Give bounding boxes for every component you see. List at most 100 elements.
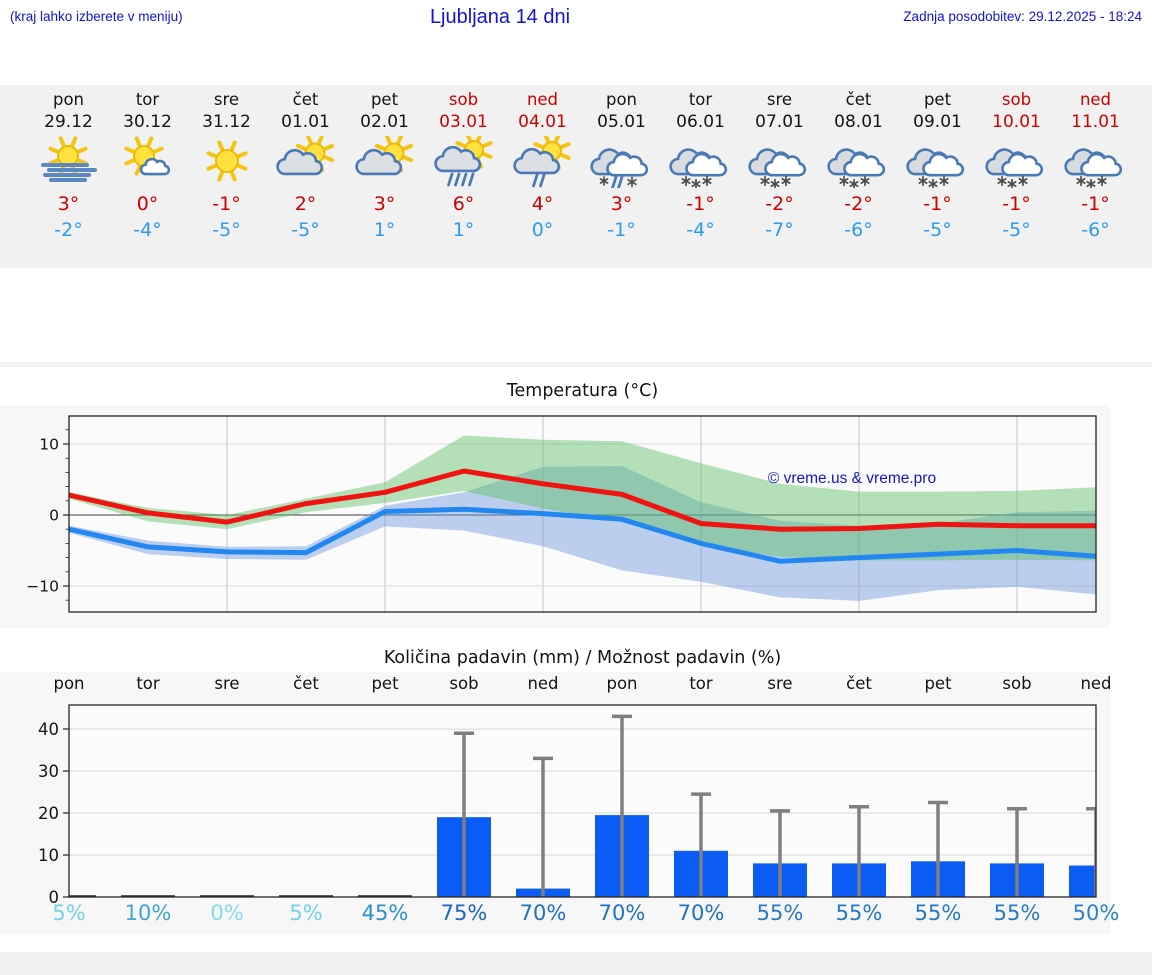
snow-icon — [668, 148, 727, 188]
day-name: tor — [135, 90, 160, 109]
precip-probability-label: 55% — [756, 901, 804, 925]
day-name: čet — [292, 90, 319, 109]
precip-probability-label: 50% — [1072, 901, 1120, 925]
precipitation-plot: 0 10 20 30 40 — [38, 704, 1097, 907]
day-date: 02.01 — [360, 112, 409, 132]
temperature-chart: −10 0 10 © vreme.us & vreme.pro — [0, 405, 1110, 628]
day-high-temp: -1° — [1002, 193, 1031, 215]
day-high-temp: 3° — [610, 193, 633, 215]
min-temp-line — [69, 506, 1096, 564]
temperature-plot: −10 0 10 © vreme.us & vreme.pro — [26, 415, 1097, 613]
day-low-temp: -5° — [1002, 219, 1031, 241]
sun-light-rain-icon — [512, 136, 571, 188]
forecast-day-column: sob 03.01 6° 1° — [424, 85, 503, 268]
precip-day-label: sob — [1002, 674, 1032, 693]
precipitation-chart: 0 10 20 30 40 — [0, 672, 1110, 934]
precip-probability-label: 55% — [835, 901, 883, 925]
day-name: čet — [845, 90, 872, 109]
precip-day-label: pon — [53, 674, 85, 693]
last-update-text: Zadnja posodobitev: 29.12.2025 - 18:24 — [903, 9, 1142, 24]
day-date: 03.01 — [439, 112, 488, 132]
day-low-temp: -6° — [1081, 219, 1110, 241]
day-low-temp: -5° — [212, 219, 241, 241]
snow-icon — [1063, 148, 1122, 188]
day-low-temp: -4° — [133, 219, 162, 241]
forecast-strip: pon 29.12 3° -2° tor 30.12 0° -4° sre 31.12 -1° -5°… — [29, 85, 1135, 268]
precip-ytick-label: 10 — [38, 846, 59, 865]
precip-probability-label: 70% — [519, 901, 567, 925]
day-low-temp: -2° — [54, 219, 83, 241]
day-low-temp: -6° — [844, 219, 873, 241]
temp-ytick-label: −10 — [26, 578, 59, 596]
day-name: pet — [370, 90, 399, 109]
sleet-icon — [589, 148, 648, 188]
day-low-temp: -7° — [765, 219, 794, 241]
day-date: 11.01 — [1071, 112, 1120, 132]
precip-day-label: čet — [846, 674, 872, 693]
precip-day-label: sre — [214, 674, 240, 693]
day-high-temp: 3° — [373, 193, 396, 215]
day-date: 29.12 — [44, 112, 93, 132]
day-name: ned — [526, 90, 559, 109]
snow-icon — [826, 148, 885, 188]
precipitation-chart-title: Količina padavin (mm) / Možnost padavin … — [383, 648, 782, 668]
section-divider — [0, 362, 1152, 367]
cloud-sun-icon — [275, 136, 334, 176]
forecast-day-column: sob 10.01 -1° -5° — [977, 85, 1056, 268]
precip-ytick-label: 0 — [49, 888, 60, 907]
sun-rain-icon — [433, 136, 493, 187]
day-name: pon — [52, 90, 85, 109]
day-name: tor — [688, 90, 713, 109]
day-date: 01.01 — [281, 112, 330, 132]
precip-ytick-label: 40 — [38, 720, 59, 739]
day-low-temp: -5° — [291, 219, 320, 241]
precip-day-label: sre — [767, 674, 793, 693]
precip-probability-label: 70% — [598, 901, 646, 925]
forecast-day-column: čet 01.01 2° -5° — [266, 85, 345, 268]
day-date: 08.01 — [834, 112, 883, 132]
forecast-day-column: sre 31.12 -1° -5° — [187, 85, 266, 268]
day-high-temp: -1° — [686, 193, 715, 215]
day-date: 31.12 — [202, 112, 251, 132]
day-low-temp: -5° — [923, 219, 952, 241]
temperature-chart-title: Temperatura (°C) — [506, 381, 659, 401]
precip-day-label: ned — [527, 674, 559, 693]
bar-baseline — [121, 895, 175, 897]
min-temp-range-band — [69, 466, 1096, 601]
day-low-temp: 1° — [373, 219, 396, 241]
day-date: 09.01 — [913, 112, 962, 132]
precip-day-label: sob — [449, 674, 479, 693]
forecast-day-column: ned 11.01 -1° -6° — [1056, 85, 1135, 268]
precip-day-label: čet — [293, 674, 319, 693]
day-high-temp: 0° — [136, 193, 159, 215]
day-name: ned — [1079, 90, 1112, 109]
precip-probability-label: 45% — [361, 901, 409, 925]
day-high-temp: -1° — [923, 193, 952, 215]
day-high-temp: 6° — [452, 193, 475, 215]
precip-day-label: pon — [606, 674, 638, 693]
forecast-strip-background — [0, 85, 1152, 268]
forecast-day-column: pet 09.01 -1° -5° — [898, 85, 977, 268]
snow-icon — [747, 148, 806, 188]
day-name: sob — [448, 90, 479, 109]
precip-probability-label: 0% — [210, 901, 244, 925]
day-date: 10.01 — [992, 112, 1041, 132]
snow-icon — [905, 148, 964, 188]
bar-baseline — [279, 895, 333, 897]
day-low-temp: 1° — [452, 219, 475, 241]
day-high-temp: 4° — [531, 193, 554, 215]
precipitation-day-labels: pon tor sre čet pet sob ned pon tor sre čet pet sob n… — [0, 674, 1152, 696]
day-date: 30.12 — [123, 112, 172, 132]
day-high-temp: -1° — [1081, 193, 1110, 215]
precip-day-label: tor — [136, 674, 160, 693]
day-name: pon — [605, 90, 638, 109]
watermark-text: © vreme.us & vreme.pro — [768, 470, 936, 487]
temp-ytick-label: 0 — [49, 507, 59, 525]
day-high-temp: 2° — [294, 193, 317, 215]
forecast-day-column: pon 29.12 3° -2° — [29, 85, 108, 268]
menu-hint-text: (kraj lahko izberete v meniju) — [10, 9, 183, 24]
day-name: sre — [213, 90, 240, 109]
day-name: sob — [1001, 90, 1032, 109]
precip-probability-label: 55% — [993, 901, 1041, 925]
